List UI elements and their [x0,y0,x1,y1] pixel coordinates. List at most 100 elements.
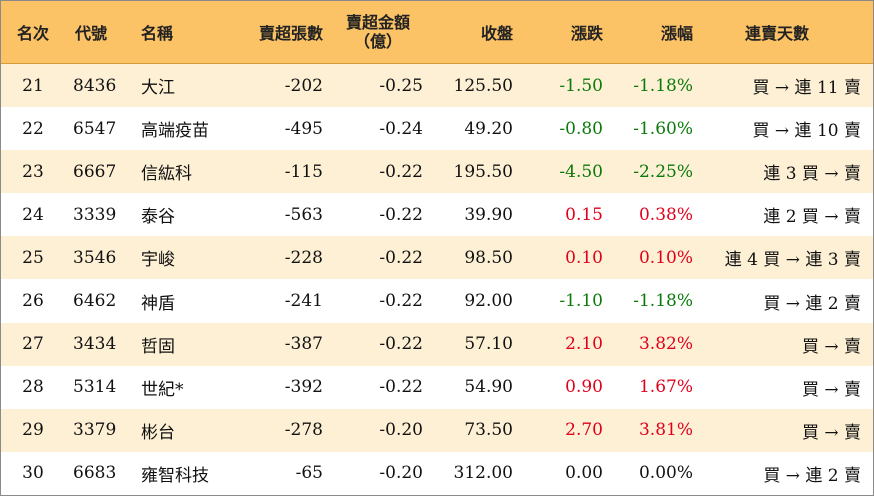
table-row[interactable]: 25 3546 宇峻 -228 -0.22 98.50 0.10 0.10% 連 4 買 → 連… [1,236,873,280]
net-sell-amount-cell: -0.25 [379,75,423,96]
streak-cell: 連 3 買 → 賣 [763,164,861,185]
net-sell-lots-cell: -115 [284,161,323,182]
code-cell: 5314 [73,377,117,398]
close-price-cell: 312.00 [453,463,513,484]
close-price-cell: 57.10 [464,334,513,355]
header-close[interactable]: 收盤 [480,24,513,43]
net-sell-amount-cell: -0.20 [379,420,423,441]
table-row[interactable]: 24 3339 泰谷 -563 -0.22 39.90 0.15 0.38% 連 2 買 → 賣 [1,193,873,237]
change-pct-cell: 0.10% [638,247,693,268]
streak-cell: 買 → 賣 [801,336,861,357]
streak-cell: 買 → 賣 [801,379,861,400]
table-row[interactable]: 26 6462 神盾 -241 -0.22 92.00 -1.10 -1.18% 買 → 連 2… [1,279,873,323]
header-rank[interactable]: 名次 [16,24,49,43]
name-cell: 高端疫苗 [141,121,209,142]
table-row[interactable]: 22 6547 高端疫苗 -495 -0.24 49.20 -0.80 -1.60% 買 → 連… [1,107,873,151]
header-net-sell-amount-line1: 賣超金額 [345,13,410,32]
table-header: 名次 代號 名稱 賣超張數 賣超金額 （億） 收盤 漲跌 漲幅 連賣天數 [1,1,873,64]
streak-cell: 買 → 連 10 賣 [752,121,862,142]
rank-cell: 27 [22,334,44,355]
table-row[interactable]: 27 3434 哲固 -387 -0.22 57.10 2.10 3.82% 買 → 賣 [1,322,873,366]
net-sell-amount-cell: -0.22 [379,291,423,312]
code-cell: 6667 [73,161,117,182]
name-cell: 泰谷 [141,207,175,228]
name-cell: 大江 [141,78,175,99]
header-net-sell-lots[interactable]: 賣超張數 [258,24,323,43]
rank-cell: 30 [22,463,44,484]
name-cell: 宇峻 [141,250,175,271]
change-cell: -1.50 [559,75,603,96]
change-cell: -1.10 [559,291,603,312]
table-row[interactable]: 23 6667 信紘科 -115 -0.22 195.50 -4.50 -2.25% 連 3 買… [1,150,873,194]
header-change-pct[interactable]: 漲幅 [660,24,693,43]
net-sell-lots-cell: -387 [284,334,323,355]
name-cell: 哲固 [141,336,175,357]
change-pct-cell: -1.18% [633,75,693,96]
code-cell: 3546 [73,247,117,268]
name-cell: 雍智科技 [141,465,209,486]
close-price-cell: 73.50 [464,420,513,441]
name-cell: 信紘科 [141,164,192,185]
net-sell-lots-cell: -202 [284,75,323,96]
change-pct-cell: 1.67% [638,377,693,398]
change-pct-cell: -2.25% [633,161,693,182]
net-sell-amount-cell: -0.24 [379,118,423,139]
code-cell: 8436 [73,75,117,96]
table-row[interactable]: 28 5314 世紀* -392 -0.22 54.90 0.90 1.67% 買 → 賣 [1,365,873,409]
net-sell-lots-cell: -228 [284,247,323,268]
net-sell-amount-cell: -0.22 [379,204,423,225]
header-name[interactable]: 名稱 [141,24,174,43]
change-pct-cell: 0.38% [638,204,693,225]
header-net-sell-amount[interactable]: 賣超金額 （億） [323,1,423,63]
change-pct-cell: 3.81% [638,420,693,441]
rank-cell: 29 [22,420,44,441]
streak-cell: 買 → 連 2 賣 [763,465,861,486]
rank-cell: 24 [22,204,44,225]
close-price-cell: 195.50 [453,161,513,182]
code-cell: 6683 [73,463,117,484]
close-price-cell: 125.50 [453,75,513,96]
header-streak[interactable]: 連賣天數 [744,24,809,43]
code-cell: 3379 [73,420,117,441]
net-sell-amount-cell: -0.22 [379,161,423,182]
name-cell: 世紀* [141,379,184,400]
rank-cell: 21 [22,75,44,96]
rank-cell: 28 [22,377,44,398]
change-cell: 0.00 [565,463,603,484]
net-sell-lots-cell: -563 [284,204,323,225]
streak-cell: 連 4 買 → 連 3 賣 [724,250,861,271]
table-row[interactable]: 21 8436 大江 -202 -0.25 125.50 -1.50 -1.18% 買 → 連 … [1,64,873,108]
change-pct-cell: -1.18% [633,291,693,312]
change-cell: 2.10 [565,334,603,355]
change-cell: -4.50 [559,161,603,182]
header-net-sell-amount-line2: （億） [353,32,402,51]
header-change[interactable]: 漲跌 [570,24,603,43]
net-sell-amount-cell: -0.22 [379,247,423,268]
header-code[interactable]: 代號 [75,24,108,43]
change-cell: 0.15 [565,204,603,225]
streak-cell: 連 2 買 → 賣 [763,207,861,228]
close-price-cell: 92.00 [464,291,513,312]
streak-cell: 買 → 連 2 賣 [763,293,861,314]
close-price-cell: 39.90 [464,204,513,225]
change-cell: 2.70 [565,420,603,441]
net-sell-amount-cell: -0.22 [379,334,423,355]
change-pct-cell: 3.82% [638,334,693,355]
name-cell: 彬台 [141,422,175,443]
close-price-cell: 49.20 [464,118,513,139]
change-pct-cell: 0.00% [638,463,693,484]
table-row[interactable]: 29 3379 彬台 -278 -0.20 73.50 2.70 3.81% 買 → 賣 [1,408,873,452]
streak-cell: 買 → 連 11 賣 [752,78,862,99]
change-cell: -0.80 [559,118,603,139]
code-cell: 3339 [73,204,117,225]
net-sell-lots-cell: -495 [284,118,323,139]
rank-cell: 23 [22,161,44,182]
close-price-cell: 54.90 [464,377,513,398]
code-cell: 6462 [73,291,117,312]
net-sell-amount-cell: -0.22 [379,377,423,398]
net-sell-amount-cell: -0.20 [379,463,423,484]
table-row[interactable]: 30 6683 雍智科技 -65 -0.20 312.00 0.00 0.00% 買 → 連 2… [1,451,873,495]
rank-cell: 22 [22,118,44,139]
rank-cell: 25 [22,247,44,268]
